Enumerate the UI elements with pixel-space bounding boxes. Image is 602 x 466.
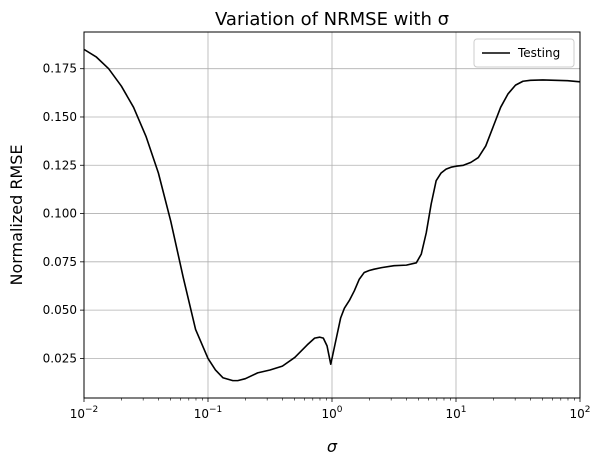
y-tick-label: 0.075 xyxy=(43,255,77,269)
x-tick-label: 102 xyxy=(569,405,590,421)
y-tick-label: 0.050 xyxy=(43,303,77,317)
x-tick-label: 10−2 xyxy=(70,405,99,421)
series-group xyxy=(83,48,581,382)
x-axis-title: σ xyxy=(327,437,338,456)
chart-title: Variation of NRMSE with σ xyxy=(215,9,449,30)
series-line-testing xyxy=(83,48,581,382)
axis-ticks: 10−2 10−1 100 101 102 0.025 0.050 0.075 0.100 0.1… xyxy=(43,62,591,421)
y-tick-label: 0.100 xyxy=(43,207,77,221)
x-tick-label: 100 xyxy=(321,405,342,421)
grid xyxy=(83,32,581,398)
legend: Testing xyxy=(473,38,575,68)
legend-box xyxy=(473,38,575,68)
y-tick-label: 0.025 xyxy=(43,351,77,365)
legend-label-testing: Testing xyxy=(517,46,560,60)
y-tick-label: 0.175 xyxy=(43,62,77,76)
y-tick-label: 0.125 xyxy=(43,158,77,172)
y-axis-title: Normalized RMSE xyxy=(7,144,26,285)
x-tick-label: 10−1 xyxy=(194,405,223,421)
x-tick-label: 101 xyxy=(445,405,466,421)
y-tick-label: 0.150 xyxy=(43,110,77,124)
